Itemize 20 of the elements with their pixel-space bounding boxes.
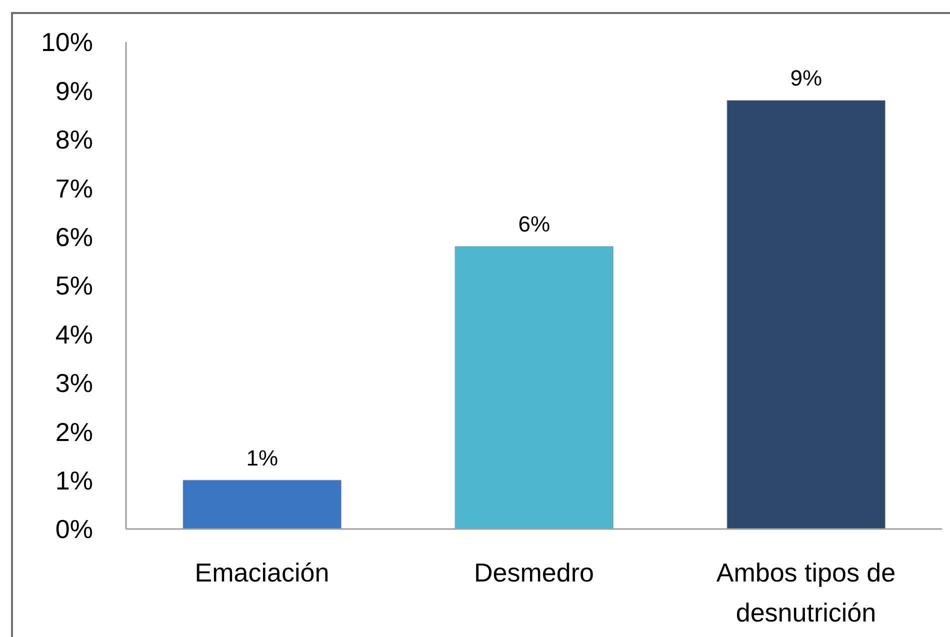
y-tick-label: 2% — [55, 416, 93, 447]
y-tick-label: 6% — [55, 222, 93, 252]
y-tick-label: 9% — [55, 76, 93, 106]
data-label: 9% — [790, 65, 822, 90]
x-tick-label: Emaciación — [194, 557, 330, 588]
x-tick-label: Ambos tipos de desnutrición — [716, 557, 896, 628]
y-tick-label: 0% — [55, 514, 93, 544]
y-tick-label: 7% — [55, 173, 93, 204]
y-tick-label: 3% — [55, 368, 93, 398]
y-tick-label: 8% — [55, 124, 93, 155]
y-tick-label: 1% — [55, 466, 93, 496]
y-tick-label: 4% — [55, 319, 93, 350]
x-tick-label: Desmedro — [474, 557, 594, 588]
bar — [182, 480, 342, 529]
data-label: 1% — [246, 445, 278, 470]
data-label: 6% — [518, 212, 550, 237]
y-tick-label: 10% — [40, 27, 93, 58]
bar — [454, 246, 614, 529]
y-tick-label: 5% — [55, 270, 93, 301]
bar — [726, 100, 886, 529]
